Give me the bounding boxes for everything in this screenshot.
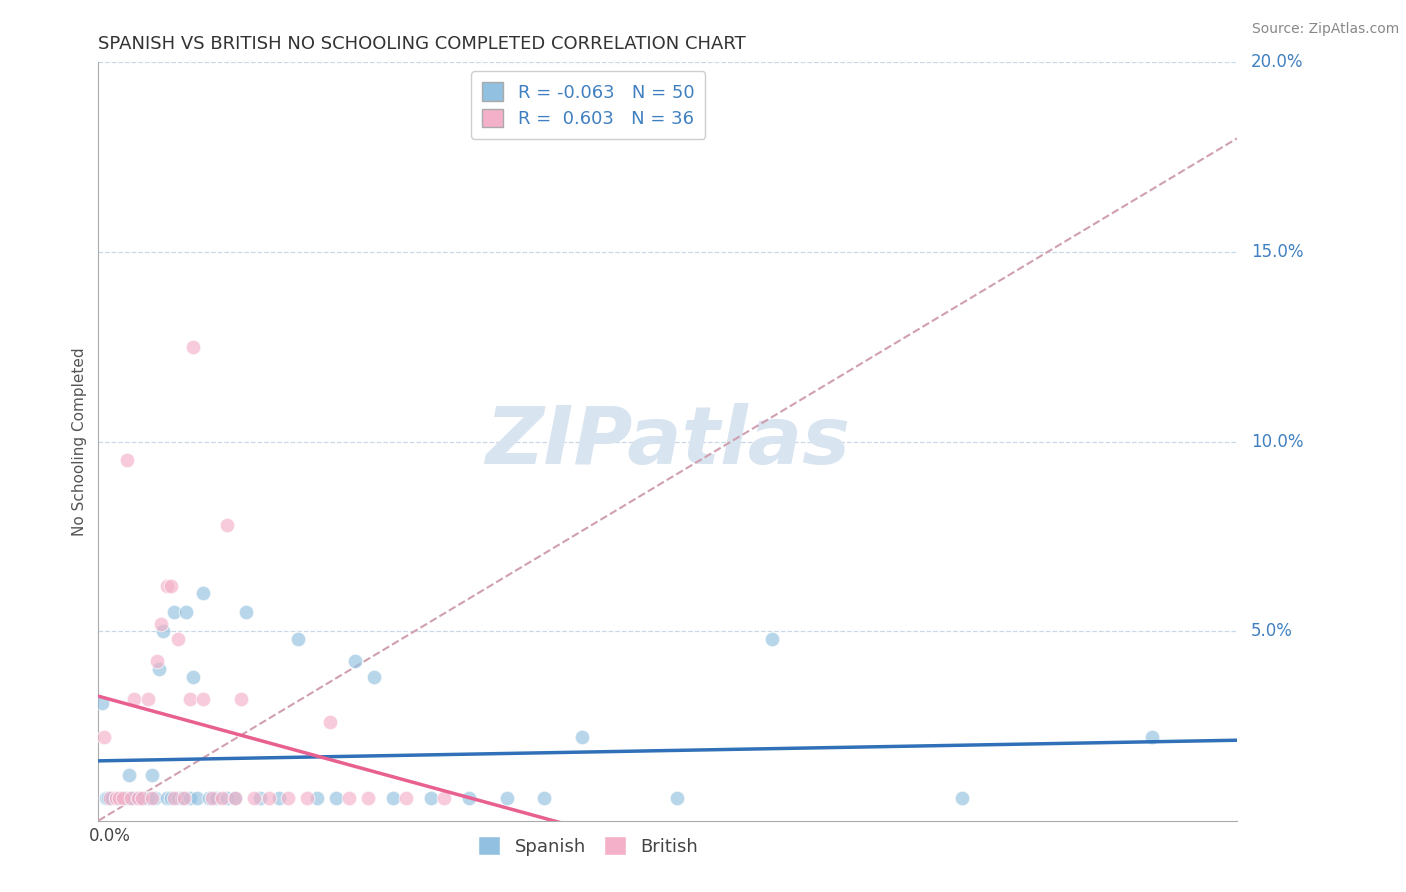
Text: 5.0%: 5.0% bbox=[1251, 622, 1294, 640]
Point bbox=[93, 730, 115, 744]
Point bbox=[136, 791, 159, 805]
Point bbox=[1140, 730, 1163, 744]
Point bbox=[950, 791, 973, 805]
Point bbox=[381, 791, 404, 805]
Point bbox=[363, 669, 385, 684]
Point bbox=[145, 791, 167, 805]
Text: Source: ZipAtlas.com: Source: ZipAtlas.com bbox=[1251, 22, 1399, 37]
Point bbox=[259, 791, 281, 805]
Point bbox=[533, 791, 555, 805]
Point bbox=[217, 791, 239, 805]
Point bbox=[433, 791, 456, 805]
Point bbox=[124, 692, 146, 706]
Point bbox=[115, 791, 138, 805]
Point bbox=[163, 605, 186, 619]
Point bbox=[249, 791, 271, 805]
Point bbox=[224, 791, 246, 805]
Point bbox=[357, 791, 380, 805]
Point bbox=[243, 791, 266, 805]
Point bbox=[205, 791, 228, 805]
Text: 0.0%: 0.0% bbox=[89, 827, 131, 845]
Point bbox=[104, 791, 127, 805]
Y-axis label: No Schooling Completed: No Schooling Completed bbox=[72, 347, 87, 536]
Point bbox=[287, 632, 309, 646]
Point bbox=[495, 791, 517, 805]
Point bbox=[297, 791, 319, 805]
Text: 15.0%: 15.0% bbox=[1251, 243, 1303, 261]
Point bbox=[337, 791, 360, 805]
Point bbox=[148, 662, 170, 676]
Point bbox=[98, 791, 121, 805]
Point bbox=[127, 791, 149, 805]
Point bbox=[197, 791, 219, 805]
Point bbox=[146, 655, 169, 669]
Point bbox=[120, 791, 142, 805]
Point bbox=[159, 791, 181, 805]
Point bbox=[150, 616, 173, 631]
Point bbox=[666, 791, 689, 805]
Point bbox=[167, 632, 190, 646]
Point bbox=[136, 692, 159, 706]
Point bbox=[152, 624, 174, 639]
Point bbox=[325, 791, 347, 805]
Point bbox=[457, 791, 479, 805]
Point bbox=[179, 791, 201, 805]
Point bbox=[163, 791, 186, 805]
Point bbox=[183, 669, 205, 684]
Text: 20.0%: 20.0% bbox=[1251, 54, 1303, 71]
Point bbox=[761, 632, 783, 646]
Point bbox=[170, 791, 193, 805]
Point bbox=[131, 791, 153, 805]
Text: 10.0%: 10.0% bbox=[1251, 433, 1303, 450]
Point bbox=[100, 791, 122, 805]
Point bbox=[191, 692, 214, 706]
Legend: Spanish, British: Spanish, British bbox=[470, 827, 707, 864]
Point bbox=[97, 791, 120, 805]
Point bbox=[419, 791, 441, 805]
Point bbox=[127, 791, 149, 805]
Point bbox=[156, 579, 179, 593]
Point bbox=[141, 768, 163, 782]
Point bbox=[131, 791, 153, 805]
Point bbox=[118, 768, 141, 782]
Point bbox=[217, 517, 239, 532]
Point bbox=[224, 791, 246, 805]
Text: SPANISH VS BRITISH NO SCHOOLING COMPLETED CORRELATION CHART: SPANISH VS BRITISH NO SCHOOLING COMPLETE… bbox=[98, 35, 747, 53]
Point bbox=[115, 453, 138, 467]
Point bbox=[124, 791, 146, 805]
Point bbox=[201, 791, 224, 805]
Point bbox=[167, 791, 190, 805]
Point bbox=[183, 340, 205, 354]
Point bbox=[112, 791, 135, 805]
Point bbox=[186, 791, 208, 805]
Point bbox=[108, 791, 131, 805]
Point bbox=[174, 605, 197, 619]
Point bbox=[211, 791, 233, 805]
Point bbox=[91, 696, 114, 710]
Point bbox=[112, 791, 135, 805]
Point bbox=[104, 791, 127, 805]
Point bbox=[305, 791, 328, 805]
Point bbox=[235, 605, 257, 619]
Point bbox=[179, 692, 201, 706]
Point bbox=[159, 579, 181, 593]
Point bbox=[267, 791, 290, 805]
Point bbox=[94, 791, 117, 805]
Point bbox=[173, 791, 195, 805]
Point bbox=[319, 715, 342, 730]
Point bbox=[395, 791, 418, 805]
Point bbox=[277, 791, 299, 805]
Point bbox=[141, 791, 163, 805]
Text: ZIPatlas: ZIPatlas bbox=[485, 402, 851, 481]
Point bbox=[156, 791, 179, 805]
Point bbox=[229, 692, 252, 706]
Point bbox=[108, 791, 131, 805]
Point bbox=[191, 586, 214, 600]
Point bbox=[120, 791, 142, 805]
Point bbox=[343, 655, 366, 669]
Point bbox=[571, 730, 593, 744]
